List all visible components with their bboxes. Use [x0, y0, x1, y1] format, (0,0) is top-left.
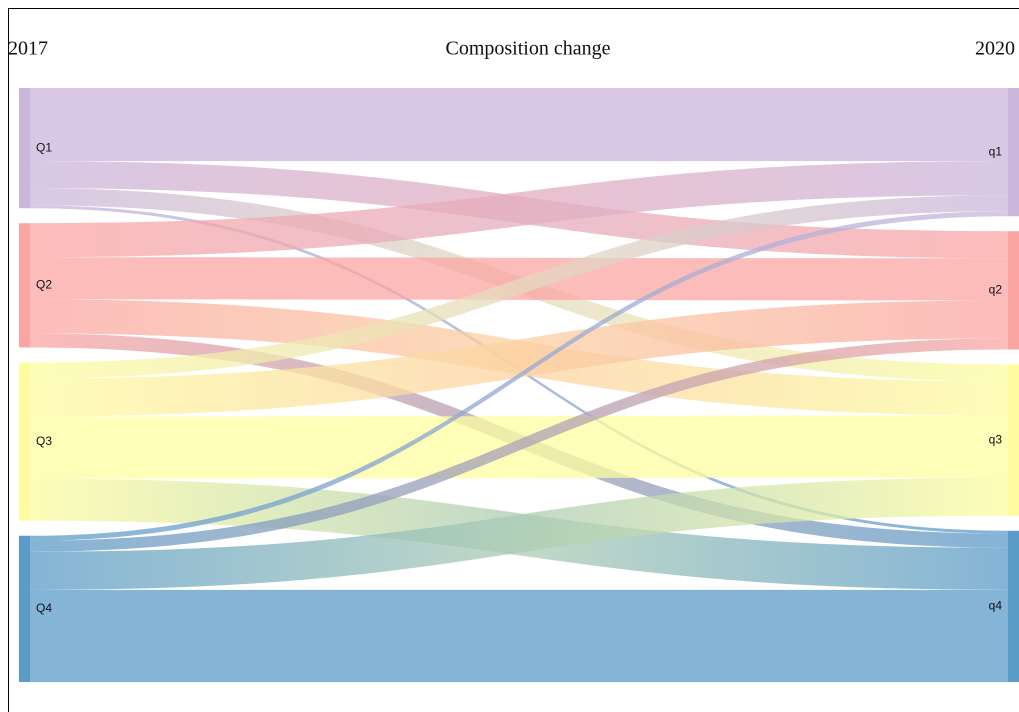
node-label: Q2: [36, 278, 52, 292]
node-label: q2: [989, 283, 1003, 297]
node: [19, 535, 30, 682]
left-heading: 2017: [8, 38, 48, 60]
link: [30, 338, 1008, 552]
node: [19, 362, 30, 521]
node-label: q1: [989, 144, 1003, 158]
node: [1008, 364, 1019, 516]
node-label: Q1: [36, 140, 52, 154]
chart-title: Composition change: [446, 38, 611, 60]
node-label: Q3: [36, 434, 52, 448]
node: [1008, 88, 1019, 217]
right-heading: 2020: [975, 38, 1015, 60]
node-label: Q4: [36, 601, 52, 615]
node-label: q4: [989, 599, 1003, 613]
node: [1008, 530, 1019, 682]
link: [30, 161, 1008, 258]
link: [30, 195, 1008, 379]
link: [30, 477, 1008, 590]
node: [19, 223, 30, 348]
link: [30, 88, 1008, 162]
node: [19, 88, 30, 209]
link: [30, 300, 1008, 417]
node-label: q3: [989, 432, 1003, 446]
node: [1008, 231, 1019, 350]
frame: [8, 8, 1019, 712]
links: [30, 88, 1008, 682]
nodes: Q1 Q2 Q3 Q4 q1 q2 q3 q4: [19, 88, 1019, 682]
link: [30, 211, 1008, 541]
link: [30, 589, 1008, 682]
